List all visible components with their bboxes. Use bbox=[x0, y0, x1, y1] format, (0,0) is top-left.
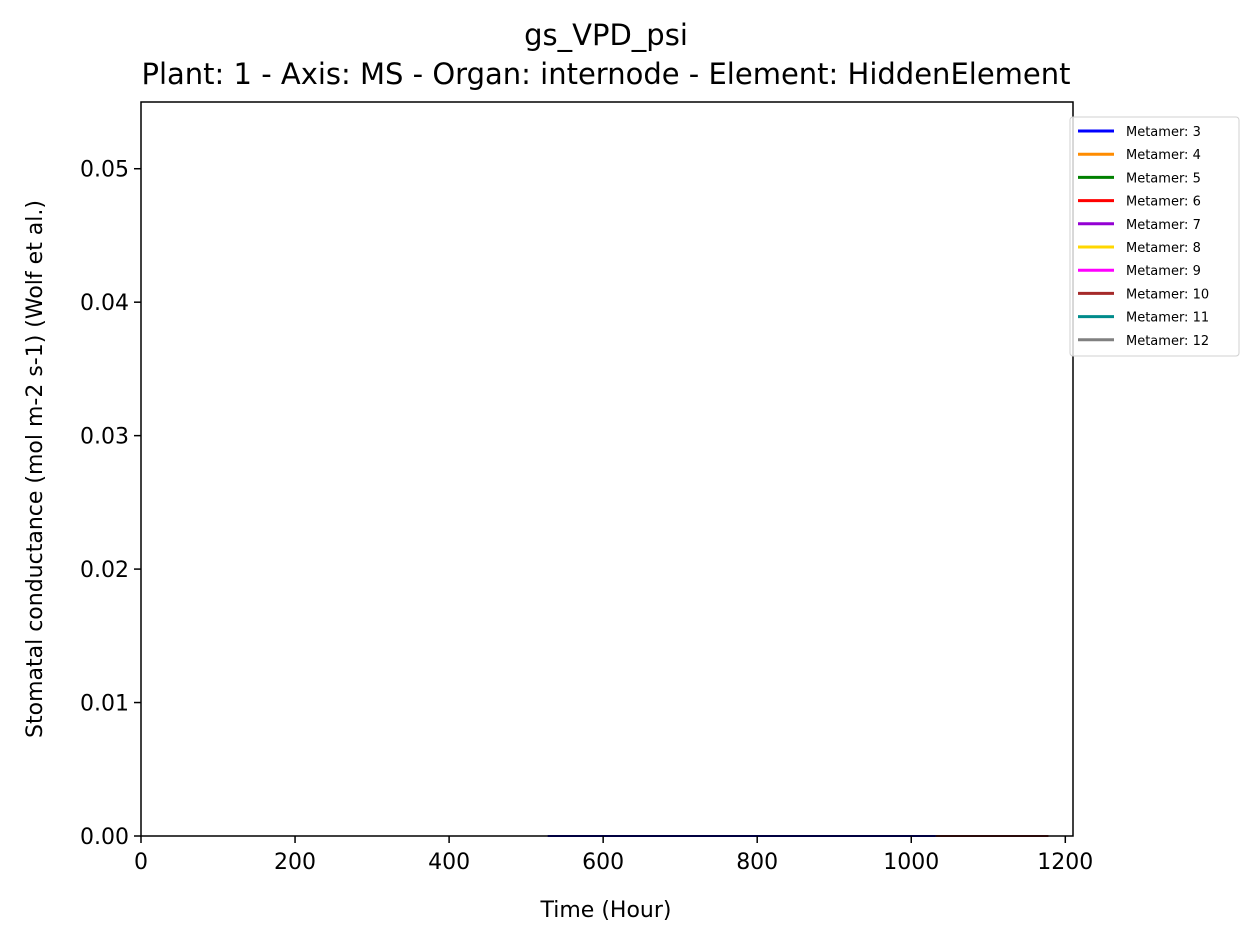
legend-label: Metamer: 7 bbox=[1126, 218, 1201, 233]
y-tick-label: 0.01 bbox=[80, 692, 129, 717]
x-tick-label: 800 bbox=[736, 850, 778, 875]
y-tick-label: 0.02 bbox=[80, 558, 129, 583]
legend-label: Metamer: 8 bbox=[1126, 241, 1201, 256]
x-tick-label: 200 bbox=[274, 850, 316, 875]
legend-label: Metamer: 6 bbox=[1126, 195, 1201, 210]
x-axis: 0 200 400 600 800 1000 1200 bbox=[134, 836, 1093, 875]
x-axis-label: Time (Hour) bbox=[540, 898, 672, 923]
y-axis-label: Stomatal conductance (mol m-2 s-1) (Wolf… bbox=[23, 200, 48, 738]
legend-label: Metamer: 11 bbox=[1126, 311, 1209, 326]
legend: Metamer: 3 Metamer: 4 Metamer: 5 Metamer: 6… bbox=[1069, 116, 1240, 357]
y-tick-label: 0.04 bbox=[80, 291, 129, 316]
chart-title: gs_VPD_psi bbox=[524, 18, 688, 52]
x-tick-label: 600 bbox=[582, 850, 624, 875]
x-tick-label: 0 bbox=[134, 850, 148, 875]
legend-label: Metamer: 9 bbox=[1126, 264, 1201, 279]
legend-label: Metamer: 12 bbox=[1126, 334, 1209, 349]
legend-label: Metamer: 3 bbox=[1126, 125, 1201, 140]
x-tick-label: 400 bbox=[428, 850, 470, 875]
y-tick-label: 0.05 bbox=[80, 158, 129, 183]
y-axis: 0.00 0.01 0.02 0.03 0.04 0.05 bbox=[80, 158, 141, 850]
legend-label: Metamer: 4 bbox=[1126, 148, 1201, 163]
chart-subtitle: Plant: 1 - Axis: MS - Organ: internode -… bbox=[141, 57, 1070, 91]
legend-label: Metamer: 10 bbox=[1126, 287, 1209, 302]
x-tick-label: 1000 bbox=[883, 850, 939, 875]
y-tick-label: 0.00 bbox=[80, 825, 129, 850]
plot-frame bbox=[140, 101, 1074, 837]
legend-label: Metamer: 5 bbox=[1126, 171, 1201, 186]
x-tick-label: 1200 bbox=[1037, 850, 1093, 875]
y-tick-label: 0.03 bbox=[80, 425, 129, 450]
